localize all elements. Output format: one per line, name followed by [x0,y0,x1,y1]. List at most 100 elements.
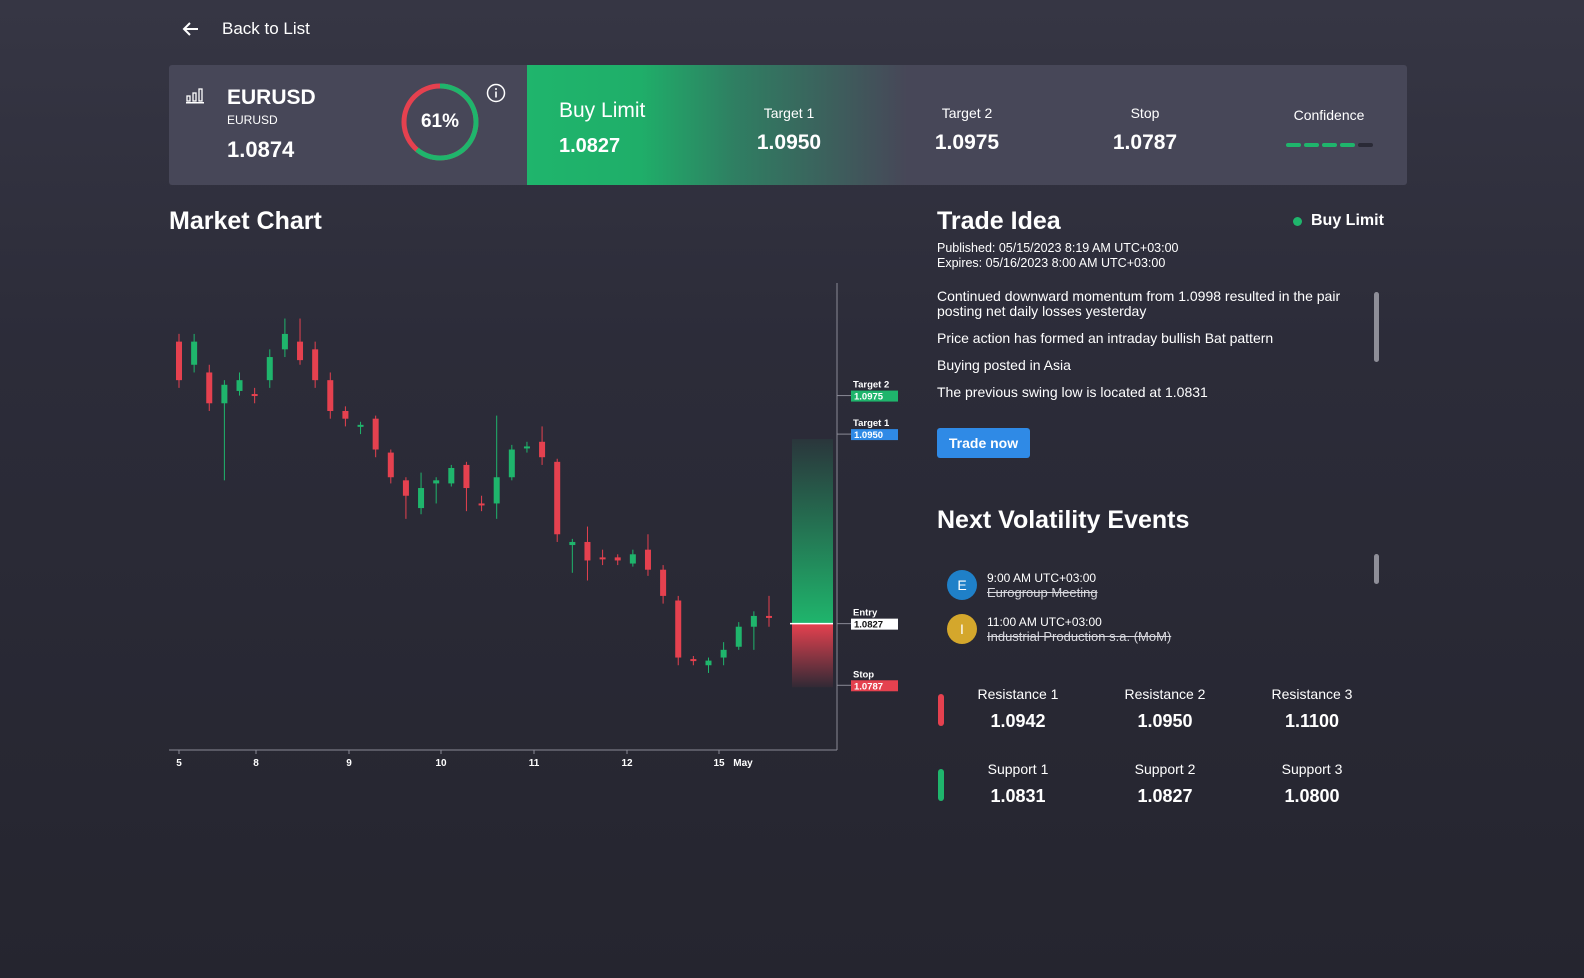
level-name: Target 1 [853,418,890,429]
candle-body [387,452,394,478]
candle-body [766,615,772,618]
level-badge [851,390,898,402]
target-1-level: Target 1 1.0950 [719,105,859,155]
sentiment-ring [401,83,479,161]
support-label: Support 1 [987,761,1049,777]
event-name: Eurogroup Meeting [987,584,1098,600]
back-to-list-link[interactable]: Back to List [180,18,310,40]
market-chart[interactable]: 5 8 9 10 11 12 15 May Target 21.0975 Target 11.09… [169,280,919,790]
resistance-label: Resistance 2 [1124,686,1206,702]
resistance-label: Resistance 3 [1271,686,1353,702]
confidence-label: Confidence [1293,107,1365,123]
event-time: 9:00 AM UTC+03:00 [987,570,1097,585]
trade-idea-point: Price action has formed an intraday bull… [937,330,1274,346]
order-type-panel: Buy Limit 1.0827 [527,65,907,185]
candle-body [508,449,515,478]
support-value: 1.0831 [990,786,1046,806]
candle-body [433,480,440,484]
x-tick-label: 8 [253,758,259,769]
candle-body [327,380,334,411]
bar-chart-icon [186,88,204,104]
event-category-icon: E [947,570,977,600]
trade-idea-point: Continued downward momentum from 1.0998 … [937,288,1341,319]
resistance-3: Resistance 3 1.1100 [1242,686,1382,732]
level-name: Entry [853,608,878,619]
candle-body [539,441,546,458]
candle-body [735,626,742,647]
trade-idea-points: Continued downward momentum from 1.0998 … [937,289,1357,412]
events-scrollbar[interactable] [1374,554,1379,584]
signal-summary-card: EURUSD EURUSD 1.0874 61% Buy Limit 1.082… [169,65,1407,185]
trade-idea-scrollbar[interactable] [1374,292,1379,362]
level-value: 1.0975 [934,131,1000,154]
candle-body [372,418,379,450]
candle-body [554,461,561,535]
support-1: Support 1 1.0831 [948,761,1088,807]
candle-body [251,394,258,397]
support-2: Support 2 1.0827 [1095,761,1235,807]
event-item: I 11:00 AM UTC+03:00 Industrial Producti… [947,614,1171,644]
trade-idea-title: Trade Idea [937,207,1061,235]
confidence-bar [1357,143,1373,147]
event-item: E 9:00 AM UTC+03:00 Eurogroup Meeting [947,570,1098,600]
level-value: 1.0975 [854,392,884,403]
support-indicator [938,769,944,801]
candle-body [357,424,364,427]
order-type: Buy Limit [559,99,646,122]
expires-line: Expires: 05/16/2023 8:00 AM UTC+03:00 [937,256,1165,270]
status-label: Buy Limit [1311,212,1384,229]
resistance-indicator [938,694,944,726]
candle-body [478,503,485,506]
x-tick-label: 11 [529,758,540,769]
candle-body [221,384,228,404]
support-label: Support 2 [1134,761,1196,777]
instrument-price: 1.0874 [227,137,295,162]
market-chart-title: Market Chart [169,207,322,235]
volatility-title: Next Volatility Events [937,506,1190,534]
support-label: Support 3 [1281,761,1343,777]
candle-body [312,349,319,381]
x-tick-label: 10 [435,758,447,769]
trade-idea-point: Buying posted in Asia [937,357,1071,373]
candle-body [236,380,243,391]
confidence-bar [1303,143,1319,147]
candle-body [342,410,349,419]
event-category-icon: I [947,614,977,644]
support-value: 1.0800 [1284,786,1340,806]
level-value: 1.0950 [854,430,883,441]
profit-zone [792,439,833,624]
candle-body [690,659,697,662]
candle-body [297,341,304,361]
confidence-bar [1321,143,1337,147]
candle-body [523,446,530,449]
level-badge [851,429,898,441]
x-tick-label: May [733,758,753,769]
level-badge [851,618,898,630]
candle-body [584,541,591,561]
event-time: 11:00 AM UTC+03:00 [987,614,1102,629]
support-value: 1.0827 [1137,786,1193,806]
candle-body [750,615,757,627]
stop-level: Stop 1.0787 [1075,105,1215,155]
x-tick-label: 12 [621,758,633,769]
expires-label: Expires: [937,256,983,270]
info-icon[interactable] [485,82,507,104]
candle-body [206,372,213,404]
status-dot [1293,216,1302,226]
resistance-value: 1.1100 [1284,711,1340,731]
target-2-level: Target 2 1.0975 [897,105,1037,155]
trade-now-button[interactable]: Trade now [937,428,1030,458]
instrument-name: EURUSD [227,86,316,109]
trade-idea-status: Buy Limit [1293,212,1384,230]
candle-body [675,600,682,658]
candle-body [176,341,182,381]
level-value: 1.0827 [854,620,883,631]
instrument-subtitle: EURUSD [227,113,278,127]
confidence-bars [1249,143,1407,147]
candle-body [191,341,198,365]
candle-body [644,549,651,570]
expires-date: 05/16/2023 8:00 AM UTC+03:00 [985,256,1166,270]
level-name: Stop [853,669,874,680]
published-date: 05/15/2023 8:19 AM UTC+03:00 [998,241,1179,255]
candle-body [705,660,712,666]
